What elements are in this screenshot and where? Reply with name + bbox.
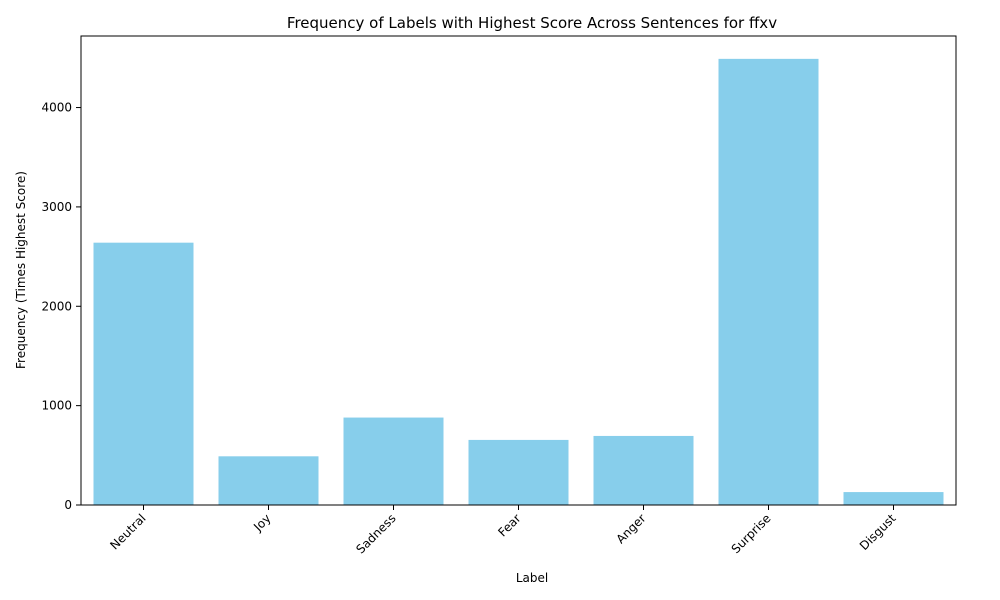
bar-sadness <box>343 417 444 505</box>
x-tick-label: Fear <box>495 511 523 539</box>
plot-frame <box>80 35 957 506</box>
y-tick-label: 2000 <box>41 299 72 313</box>
x-tick-label: Sadness <box>353 511 398 556</box>
bar-disgust <box>843 492 944 505</box>
axes-group <box>80 35 957 506</box>
bar-fear <box>468 439 569 505</box>
bars-group <box>93 58 944 505</box>
x-tick-label: Disgust <box>857 511 899 553</box>
x-tick-label: Anger <box>613 511 648 546</box>
y-tick-label: 1000 <box>41 399 72 413</box>
y-ticks-group: 0 1000 2000 3000 4000 <box>41 101 81 512</box>
y-axis-label: Frequency (Times Highest Score) <box>14 171 28 369</box>
bar-neutral <box>93 242 194 505</box>
y-tick-label: 0 <box>64 498 72 512</box>
x-tick-label: Neutral <box>107 511 148 552</box>
bar-joy <box>218 456 319 505</box>
x-axis-label: Label <box>516 571 548 585</box>
x-tick-label: Joy <box>250 511 273 534</box>
chart-title: Frequency of Labels with Highest Score A… <box>287 14 777 32</box>
bar-surprise <box>718 58 819 505</box>
bar-anger <box>593 435 694 505</box>
y-tick-label: 4000 <box>41 101 72 115</box>
y-tick-label: 3000 <box>41 200 72 214</box>
x-ticks-group: Neutral Joy Sadness Fear Anger Surprise Disgus… <box>107 505 899 557</box>
x-tick-label: Surprise <box>729 511 774 556</box>
